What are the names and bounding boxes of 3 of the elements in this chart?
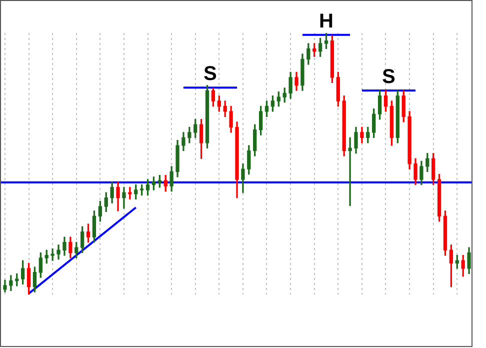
- series-label: H: [319, 10, 334, 32]
- series-label: S: [382, 66, 396, 88]
- series-label: S: [204, 63, 217, 86]
